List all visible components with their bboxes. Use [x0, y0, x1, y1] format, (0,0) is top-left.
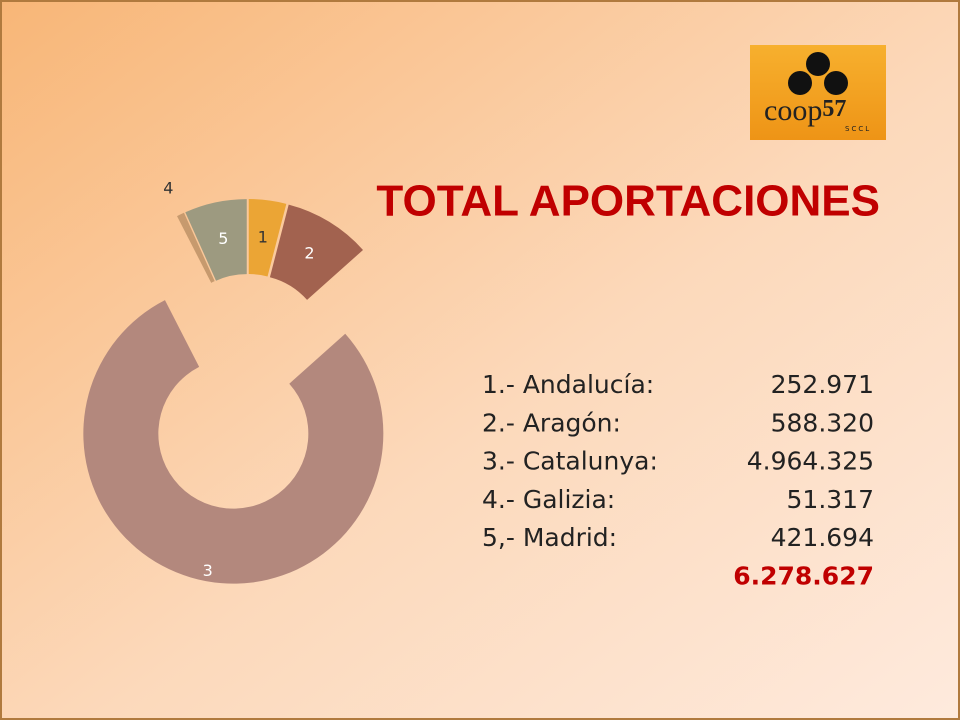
list-name: 5,- Madrid: — [482, 523, 617, 552]
donut: 1 2 3 4 5 — [83, 179, 384, 584]
slice-label: 1 — [258, 227, 268, 246]
logo: coop57 SCCL — [750, 45, 886, 140]
slice-label: 5 — [218, 229, 228, 248]
logo-dot — [788, 71, 812, 95]
list-name: 3.- Catalunya: — [482, 447, 658, 476]
list-value: 4.964.325 — [747, 447, 874, 476]
list-value: 588.320 — [771, 408, 874, 437]
chart-title: TOTAL APORTACIONES — [376, 177, 880, 226]
list-name: 1.- Andalucía: — [482, 370, 654, 399]
donut-slice — [269, 204, 364, 300]
slice-label: 3 — [203, 561, 213, 580]
list-value: 51.317 — [787, 485, 874, 514]
logo-name: coop57 — [764, 94, 846, 127]
slice-label: 2 — [304, 244, 314, 263]
list-name: 2.- Aragón: — [482, 408, 621, 437]
donut-slice — [248, 199, 287, 277]
list-value: 252.971 — [771, 370, 874, 399]
donut-slice — [83, 300, 384, 584]
donut-slice — [185, 199, 247, 281]
slice-label: 4 — [163, 179, 173, 198]
logo-dot — [824, 71, 848, 95]
donut-slice — [177, 212, 215, 283]
total-value: 6.278.627 — [733, 562, 874, 591]
list-value: 421.694 — [771, 523, 874, 552]
value-list: 1.- Andalucía: 252.971 2.- Aragón: 588.320 3… — [482, 370, 874, 591]
logo-number: 57 — [822, 96, 846, 122]
logo-dot — [806, 52, 830, 76]
logo-word: coop — [764, 94, 822, 127]
list-name: 4.- Galizia: — [482, 485, 615, 514]
logo-suffix: SCCL — [845, 125, 871, 133]
